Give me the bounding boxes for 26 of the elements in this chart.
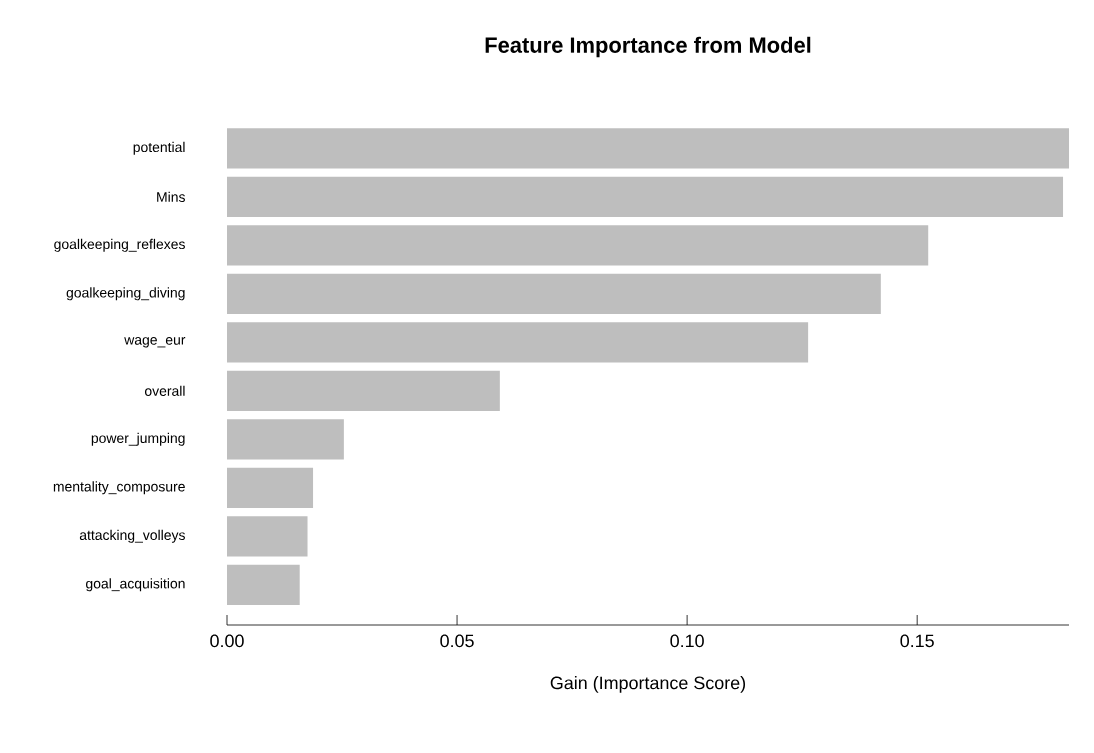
bar xyxy=(227,564,300,605)
y-tick-label: wage_eur xyxy=(124,337,186,348)
x-tick-label: 0.15 xyxy=(900,634,934,648)
bar xyxy=(227,128,1070,169)
bar xyxy=(227,176,1064,217)
y-tick-label: goalkeeping_reflexes xyxy=(54,238,185,252)
bar xyxy=(227,419,344,460)
bar xyxy=(227,225,929,266)
y-tick-label: mentality_composure xyxy=(53,481,185,495)
x-tick-label: 0.00 xyxy=(210,634,244,648)
chart-title: Feature Importance from Model xyxy=(485,36,811,58)
y-tick-label: goalkeeping_diving xyxy=(66,287,185,301)
bar xyxy=(227,467,314,508)
y-tick-label: overall xyxy=(144,385,185,396)
y-tick-label: attacking_volleys xyxy=(79,529,185,543)
x-tick-label: 0.05 xyxy=(440,634,474,648)
x-tick-label: 0.10 xyxy=(670,634,704,648)
bar xyxy=(227,273,881,314)
y-tick-label: power_jumping xyxy=(91,432,185,446)
bar xyxy=(227,322,809,363)
bar xyxy=(227,370,500,411)
bar xyxy=(227,516,308,557)
y-tick-label: Mins xyxy=(157,191,185,202)
x-axis-title: Gain (Importance Score) xyxy=(550,676,746,693)
y-tick-label: potential xyxy=(133,141,185,155)
y-tick-label: goal_acquisition xyxy=(86,578,185,592)
